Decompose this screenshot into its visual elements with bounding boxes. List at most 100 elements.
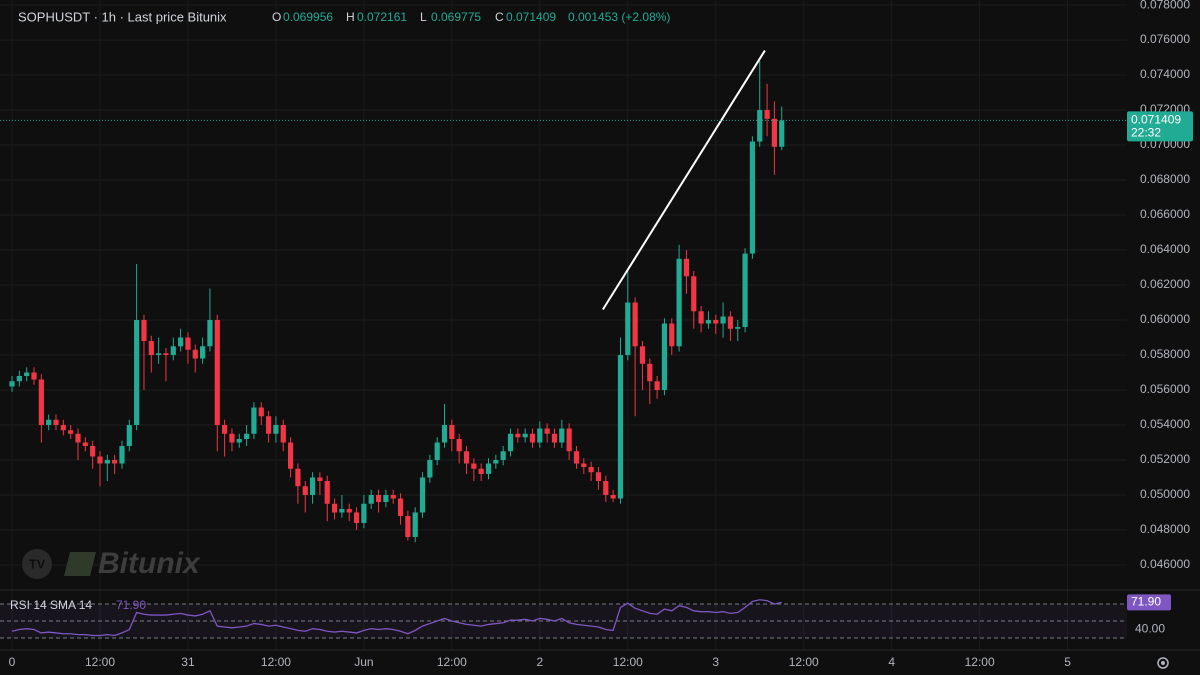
watermark: Bitunix (98, 547, 201, 580)
candle-body (485, 463, 492, 474)
candle-body (441, 425, 448, 443)
candle-body (771, 118, 778, 147)
y-tick-label: 0.062000 (1140, 277, 1190, 291)
ohlc-label: O (272, 10, 281, 24)
candle-body (529, 433, 536, 443)
y-tick-label: 0.054000 (1140, 417, 1190, 431)
candle-body (544, 428, 550, 434)
candle-body (236, 439, 242, 443)
candle-body (669, 323, 675, 347)
candle-body (427, 459, 433, 478)
candle-body (24, 372, 30, 377)
candle-body (581, 463, 587, 467)
candle-body (639, 346, 646, 364)
x-tick-label: 4 (888, 655, 895, 669)
candle-body (397, 498, 404, 516)
rsi-tick-label: 40.00 (1135, 622, 1165, 636)
candle-body (192, 349, 198, 359)
y-tick-label: 0.056000 (1140, 382, 1190, 396)
x-tick-label: 12:00 (789, 655, 819, 669)
candle-body (148, 341, 154, 356)
symbol-line: SOPHUSDT · 1h · Last price Bitunix (18, 9, 227, 24)
candle-body (588, 466, 594, 473)
grid (0, 0, 1127, 650)
candle-body (134, 320, 140, 426)
candle-body (779, 120, 785, 147)
candle-body (141, 320, 147, 342)
tradingview-logo: TV (22, 549, 52, 579)
candle-body (507, 433, 514, 452)
ohlc-label: L (420, 10, 427, 24)
x-tick-label: 0 (9, 655, 16, 669)
ohlc-value: 0.069775 (431, 10, 481, 24)
x-tick-label: 12:00 (613, 655, 643, 669)
candle-body (749, 141, 756, 254)
candle-body (353, 512, 360, 523)
x-tick-label: 3 (712, 655, 719, 669)
settings-icon[interactable] (1157, 657, 1169, 669)
trendline (602, 50, 766, 311)
candle-body (361, 503, 367, 523)
candle-body (339, 508, 345, 513)
candle-body (170, 346, 176, 356)
plot (0, 50, 1127, 639)
candle-body (654, 381, 660, 391)
x-tick-label: 2 (536, 655, 543, 669)
candle-body (647, 363, 653, 382)
candle-body (500, 451, 506, 460)
candle-body (258, 407, 264, 417)
candle-body (229, 433, 235, 443)
candle-body (449, 425, 455, 440)
candle-body (412, 512, 418, 537)
candle-body (390, 494, 396, 499)
x-tick-label: 5 (1064, 655, 1071, 669)
y-tick-label: 0.060000 (1140, 312, 1190, 326)
candle-body (419, 477, 426, 513)
candle-body (705, 320, 712, 324)
candle-body (603, 480, 609, 495)
y-tick-label: 0.076000 (1140, 32, 1190, 46)
candle-body (559, 428, 565, 443)
y-tick-label: 0.066000 (1140, 207, 1190, 221)
candle-body (471, 463, 477, 469)
candle-body (566, 428, 572, 452)
candle-body (551, 433, 558, 443)
candle-body (82, 442, 88, 446)
ohlc-label: C (495, 10, 504, 24)
ohlc-value: 0.069956 (283, 10, 333, 24)
candle-body (273, 425, 279, 434)
candle-body (515, 433, 521, 438)
candle-body (522, 433, 528, 438)
x-tick-label: 31 (181, 655, 195, 669)
candle-body (346, 508, 352, 513)
candle-body (214, 320, 220, 426)
candle-body (676, 258, 682, 347)
rsi-value: 71.90 (116, 598, 146, 612)
candle-body (405, 515, 411, 537)
candle-body (200, 346, 206, 359)
x-tick-label: 12:00 (437, 655, 467, 669)
candle-body (368, 494, 374, 504)
candle-body (243, 433, 250, 440)
y-tick-label: 0.068000 (1140, 172, 1190, 186)
candle-body (625, 302, 631, 356)
y-tick-label: 0.048000 (1140, 522, 1190, 536)
candle-body (68, 430, 74, 434)
candle-body (156, 353, 162, 356)
candle-body (222, 425, 228, 434)
candle-body (280, 425, 286, 443)
y-tick-label: 0.074000 (1140, 67, 1190, 81)
change: 0.001453 (+2.08%) (568, 10, 670, 24)
candle-body (661, 323, 668, 391)
candle-body (632, 302, 638, 347)
y-tick-label: 0.052000 (1140, 452, 1190, 466)
candle-body (31, 372, 37, 380)
candle-body (537, 428, 543, 443)
candle-body (317, 477, 323, 481)
candle-body (456, 439, 462, 452)
countdown: 22:32 (1131, 126, 1161, 140)
candle-body (265, 416, 272, 434)
candle-body (698, 311, 704, 324)
candle-body (178, 337, 184, 347)
